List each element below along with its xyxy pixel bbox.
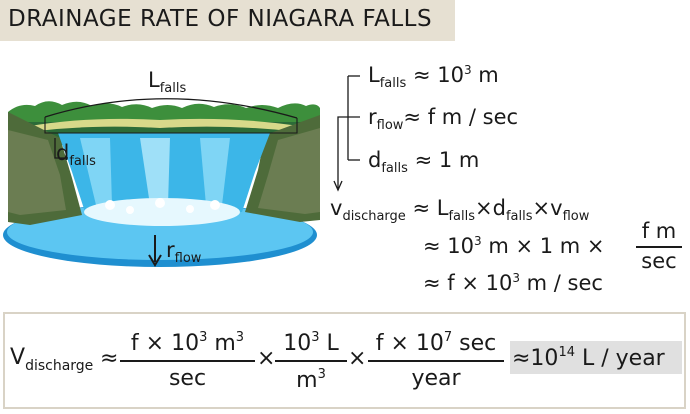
final-frac3-den: year (411, 366, 461, 391)
right-cliff-face (258, 128, 320, 214)
foam-bubble (126, 206, 134, 214)
depth-bracket (54, 138, 68, 159)
page-title: DRAINAGE RATE OF NIAGARA FALLS (8, 6, 433, 32)
final-times-2: × (348, 346, 367, 371)
final-frac3-num: f × 107 sec (375, 330, 497, 356)
estimate-l-falls: Lfalls ≈ 103 m (368, 63, 499, 91)
derivation-line-1: vdischarge ≈ Lfalls×dfalls×vflow (330, 196, 590, 224)
derivation-frac-den: sec (641, 249, 677, 273)
final-approx: ≈ (100, 346, 119, 371)
foam-bubble (155, 198, 165, 208)
final-frac1-bar (120, 360, 255, 362)
final-result: ≈1014 L / year (512, 345, 665, 371)
foam (84, 198, 240, 226)
estimate-r-flow: rflow≈ f m / sec (368, 105, 519, 133)
label-l-falls: Lfalls (148, 68, 187, 96)
result-box (3, 312, 686, 409)
derivation-frac-bar (636, 246, 682, 248)
final-frac2-den: m3 (296, 367, 326, 393)
result-highlight (510, 341, 682, 374)
far-shore (30, 118, 300, 132)
label-r-flow: rflow (166, 238, 202, 266)
derivation-arrowhead (333, 180, 343, 192)
pool-water (7, 204, 313, 260)
final-lhs: Vdischarge (10, 345, 94, 374)
falls-streak (80, 138, 112, 205)
label-d-falls: dfalls (56, 141, 96, 169)
final-frac2-num: 103 L (283, 330, 339, 356)
foam-bubble (186, 205, 194, 213)
final-frac3-bar (368, 360, 504, 362)
falls-streak (140, 138, 170, 205)
final-frac2-bar (275, 360, 347, 362)
falls-streak (200, 138, 230, 205)
derivation-arrow (337, 116, 360, 188)
foam-bubble (105, 200, 115, 210)
flow-arrow-head (148, 254, 162, 267)
final-frac1-den: sec (168, 366, 207, 391)
final-frac1-num: f × 103 m3 (130, 330, 245, 356)
estimate-d-falls: dfalls ≈ 1 m (368, 148, 480, 176)
derivation-line-3: ≈ f × 103 m / sec (423, 271, 603, 295)
derivation-line-2: ≈ 103 m × 1 m × (423, 234, 605, 258)
left-cliff-face (8, 130, 66, 215)
foam-bubble (210, 200, 220, 210)
falls-outline (44, 117, 298, 134)
length-arc (44, 98, 298, 119)
final-times-1: × (257, 346, 276, 371)
title-banner (0, 0, 455, 41)
derivation-frac-num: f m (641, 219, 677, 243)
